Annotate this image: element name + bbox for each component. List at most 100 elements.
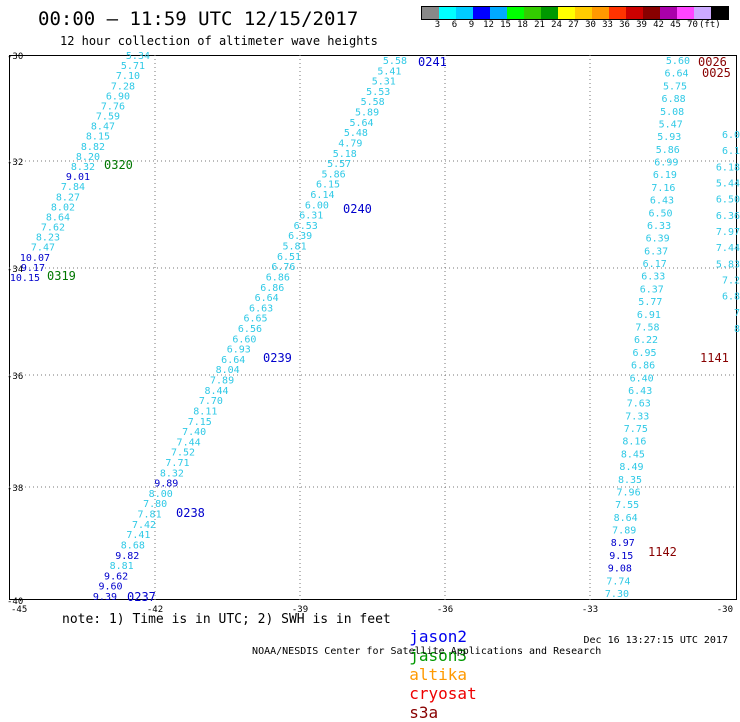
pass-label: 0026	[698, 55, 727, 69]
swh-value: 5.86	[656, 145, 680, 156]
pass-label: 1142	[648, 545, 677, 559]
swh-value: 6.93	[227, 345, 251, 356]
pass-label: 0237	[127, 590, 156, 604]
swh-value: 6.86	[260, 283, 284, 294]
swh-value: 6.31	[299, 211, 323, 222]
swh-value: 7.96	[617, 487, 641, 498]
lon-label: -36	[437, 605, 453, 615]
lat-label: -32	[7, 158, 23, 168]
swh-value: 8.23	[36, 233, 60, 244]
swh-value: 5.57	[327, 159, 351, 170]
colorbar-tick: 15	[500, 20, 511, 30]
swh-value: 9.60	[98, 582, 122, 593]
swh-value: 6.95	[633, 348, 657, 359]
pass-label: 0240	[343, 202, 372, 216]
swh-value: 7.59	[96, 112, 120, 123]
swh-value: 8.44	[204, 386, 228, 397]
swh-value: 6.37	[640, 284, 664, 295]
swh-value: 8.45	[621, 449, 645, 460]
colorbar-swatch	[626, 7, 643, 19]
swh-value: 8.11	[193, 406, 217, 417]
colorbar-swatch	[643, 7, 660, 19]
colorbar-swatch	[609, 7, 626, 19]
pass-label: 0241	[418, 55, 447, 69]
legend-cryosat: cryosat	[409, 684, 477, 703]
swh-value: 7.63	[627, 399, 651, 410]
colorbar-tick: 6	[451, 20, 458, 30]
swh-value: 8	[734, 324, 740, 335]
swh-value: 8.64	[46, 212, 70, 223]
swh-value: 7.41	[126, 530, 150, 541]
pass-label: 0320	[104, 158, 133, 172]
colorbar-swatch	[592, 7, 609, 19]
swh-value: 9.17	[21, 263, 45, 274]
map-frame	[9, 55, 737, 600]
swh-value: 5.47	[659, 119, 683, 130]
swh-value: 9.08	[608, 564, 632, 575]
swh-value: 6.86	[266, 272, 290, 283]
colorbar-tick: 33	[602, 20, 613, 30]
swh-value: 6.86	[631, 361, 655, 372]
swh-value: 4.79	[338, 138, 362, 149]
swh-value: 6.00	[305, 200, 329, 211]
swh-value: 8.97	[611, 538, 635, 549]
swh-value: 5.75	[663, 81, 687, 92]
swh-value: 7.30	[605, 589, 629, 600]
swh-value: 5.89	[355, 108, 379, 119]
colorbar-tick: 3	[434, 20, 441, 30]
swh-value: 8.04	[216, 365, 240, 376]
colorbar-tick: 39	[636, 20, 647, 30]
swh-value: 6.22	[634, 335, 658, 346]
swh-value: 5.58	[361, 97, 385, 108]
colorbar-tick: 42	[653, 20, 664, 30]
swh-value: 5.34	[126, 51, 150, 62]
lon-label: -30	[717, 605, 733, 615]
swh-value: 5.48	[344, 128, 368, 139]
swh-value: 9.82	[115, 551, 139, 562]
swh-value: 7.16	[651, 183, 675, 194]
pass-label: 0025	[702, 66, 731, 80]
colorbar-swatch	[558, 7, 575, 19]
swh-value: 8.47	[91, 122, 115, 133]
swh-value: 10.07	[20, 253, 50, 264]
swh-value: 6.33	[647, 221, 671, 232]
swh-value: 8.27	[56, 192, 80, 203]
swh-value: 8.32	[71, 162, 95, 173]
swh-value: 7.75	[624, 424, 648, 435]
colorbar-tick: 70	[687, 20, 698, 30]
swh-value: 6.51	[277, 252, 301, 263]
swh-value: 5.53	[366, 87, 390, 98]
colorbar-swatch	[694, 7, 711, 19]
swh-value: 6.43	[628, 386, 652, 397]
swh-value: 8.16	[622, 437, 646, 448]
swh-value: 5.58	[383, 56, 407, 67]
swh-value: 6.18	[716, 162, 740, 173]
swh-value: 5.60	[666, 56, 690, 67]
lon-label: -39	[292, 605, 308, 615]
colorbar-tick: 36	[619, 20, 630, 30]
swh-value: 5.93	[657, 132, 681, 143]
swh-value: 8.20	[76, 152, 100, 163]
swh-value: 6.76	[271, 262, 295, 273]
swh-value: 8.49	[619, 462, 643, 473]
colorbar-tick: 27	[568, 20, 579, 30]
swh-value: 6.1	[722, 146, 740, 157]
swh-value: 6.39	[288, 231, 312, 242]
legend-s3a: s3a	[409, 703, 439, 722]
colorbar-swatch	[456, 7, 473, 19]
swh-value: 7.10	[116, 71, 140, 82]
swh-value: 6.91	[637, 310, 661, 321]
swh-value: 7	[734, 308, 740, 319]
colorbar-swatch	[575, 7, 592, 19]
swh-value: 7.84	[61, 182, 85, 193]
colorbar-tick: (ft)	[699, 20, 721, 30]
swh-value: 5.44	[716, 179, 740, 190]
swh-value: 6.56	[238, 324, 262, 335]
colorbar-swatch	[507, 7, 524, 19]
footer: NOAA/NESDIS Center for Satellite Applica…	[240, 635, 736, 668]
swh-value: 6.8	[722, 292, 740, 303]
colorbar-swatch	[422, 7, 439, 19]
swh-value: 7.44	[716, 243, 740, 254]
swh-value: 9.15	[609, 551, 633, 562]
swh-value: 6.0	[722, 130, 740, 141]
